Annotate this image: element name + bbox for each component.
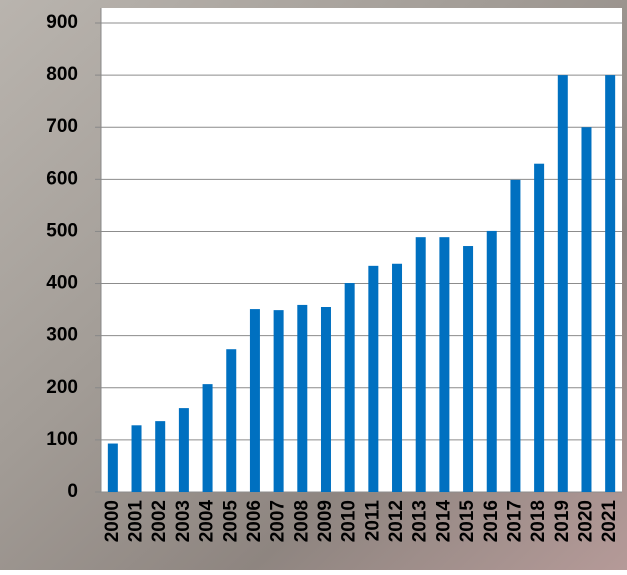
bars: [107, 75, 616, 493]
x-tick-label: 2000: [102, 500, 123, 542]
bar: [463, 246, 474, 492]
y-tick-label: 400: [46, 273, 78, 294]
bar: [249, 309, 260, 492]
x-tick-label: 2019: [552, 500, 573, 542]
bar: [155, 421, 166, 492]
x-tick-label: 2006: [244, 500, 265, 542]
y-tick-label: 300: [46, 325, 78, 346]
x-tick-label: 2021: [599, 500, 620, 543]
bar: [368, 265, 379, 492]
y-tick-label: 0: [67, 481, 78, 502]
x-tick-label: 2003: [173, 500, 194, 542]
x-tick-label: 2012: [386, 500, 407, 542]
x-tick-label: 2015: [457, 500, 478, 543]
bar: [178, 408, 189, 492]
bar: [226, 349, 237, 492]
x-tick-label: 2016: [481, 500, 502, 542]
y-tick-label: 800: [46, 64, 78, 85]
bar: [320, 307, 331, 492]
bar: [534, 163, 545, 492]
bar: [439, 237, 450, 492]
x-tick-label: 2017: [504, 500, 525, 542]
y-tick-label: 100: [46, 429, 78, 450]
bar: [297, 304, 308, 492]
x-tick-label: 2005: [220, 500, 241, 543]
bar: [107, 443, 118, 492]
y-tick-label: 500: [46, 220, 78, 241]
x-tick-label: 2018: [528, 500, 549, 542]
bar: [581, 127, 592, 492]
bar: [131, 425, 142, 492]
bar: [415, 237, 426, 492]
x-tick-label: 2013: [410, 500, 431, 542]
x-tick-label: 2009: [315, 500, 336, 542]
y-tick-label: 700: [46, 116, 78, 137]
bar: [486, 230, 497, 492]
x-tick-label: 2011: [362, 500, 383, 542]
y-tick-label: 600: [46, 168, 78, 189]
bar: [510, 179, 521, 493]
x-tick-label: 2007: [268, 500, 289, 542]
x-tick-label: 2014: [433, 500, 454, 543]
x-tick-label: 2001: [126, 500, 147, 543]
y-tick-label: 900: [46, 12, 78, 33]
bar: [344, 283, 355, 492]
x-tick-label: 2020: [575, 500, 596, 542]
labels: 0 100 200 300 400 500 600 700 800 900 2000 2001 2002…: [46, 12, 620, 542]
x-tick-label: 2004: [197, 500, 218, 543]
bar: [392, 263, 403, 492]
x-tick-label: 2008: [291, 500, 312, 542]
bar: [273, 310, 284, 492]
bar: [202, 384, 213, 492]
bar: [605, 75, 616, 492]
bar: [557, 75, 568, 492]
x-tick-label: 2002: [149, 500, 170, 542]
x-tick-label: 2010: [339, 500, 360, 542]
y-tick-label: 200: [46, 377, 78, 398]
